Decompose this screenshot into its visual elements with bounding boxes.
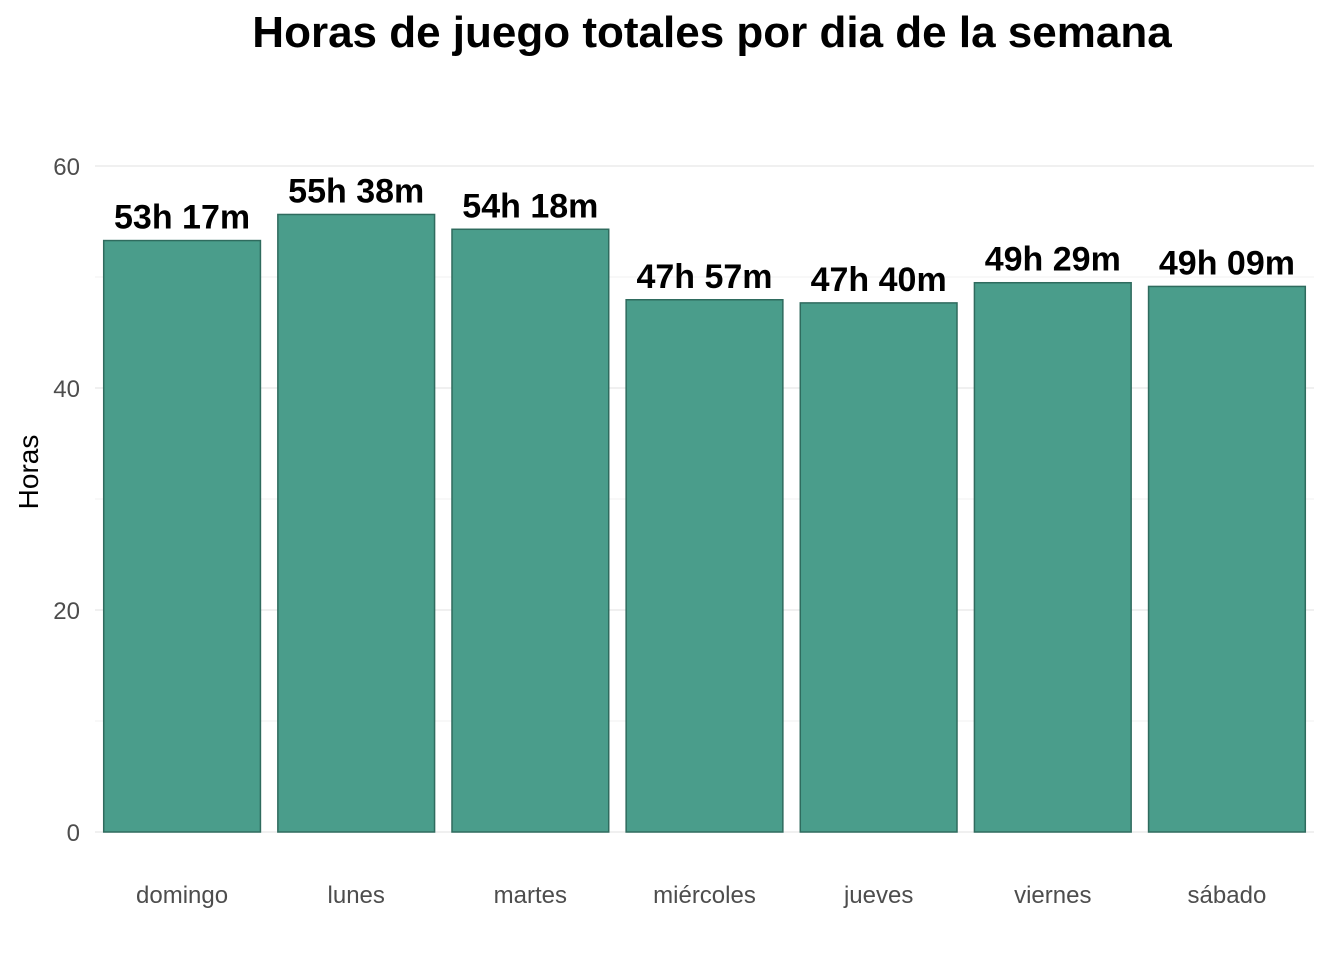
x-tick-label: jueves: [843, 882, 913, 909]
bar: [625, 299, 784, 833]
bars: 53h 17m 55h 38m 54h 18m 47h 57m 47h 40m 49h 2…: [102, 172, 1307, 833]
data-label: 49h 29m: [985, 241, 1121, 279]
y-tick-label: 40: [53, 376, 80, 403]
bar: [277, 213, 436, 833]
data-label: 55h 38m: [288, 172, 424, 210]
bar: [102, 239, 262, 833]
bar: [451, 228, 610, 833]
x-tick-label: martes: [494, 882, 567, 909]
y-tick-label: 20: [53, 598, 80, 625]
x-tick-label: miércoles: [653, 882, 756, 909]
data-label: 54h 18m: [462, 187, 598, 225]
data-label: 47h 57m: [636, 258, 772, 296]
bar: [973, 281, 1132, 833]
x-tick-label: lunes: [328, 882, 385, 909]
y-axis-ticks: 0 20 40 60: [53, 154, 80, 847]
x-tick-label: sábado: [1188, 882, 1267, 909]
y-axis-title: Horas: [13, 435, 44, 510]
bar: [1147, 285, 1307, 833]
chart-title: Horas de juego totales por dia de la sem…: [252, 8, 1172, 57]
bar: [799, 302, 958, 833]
y-tick-label: 60: [53, 154, 80, 181]
data-label: 49h 09m: [1159, 244, 1295, 282]
data-label: 53h 17m: [114, 199, 250, 237]
y-tick-label: 0: [67, 820, 80, 847]
x-axis-ticks: domingo lunes martes miércoles jueves viernes…: [136, 882, 1266, 909]
x-tick-label: viernes: [1014, 882, 1091, 909]
data-label: 47h 40m: [811, 261, 947, 299]
x-tick-label: domingo: [136, 882, 228, 909]
